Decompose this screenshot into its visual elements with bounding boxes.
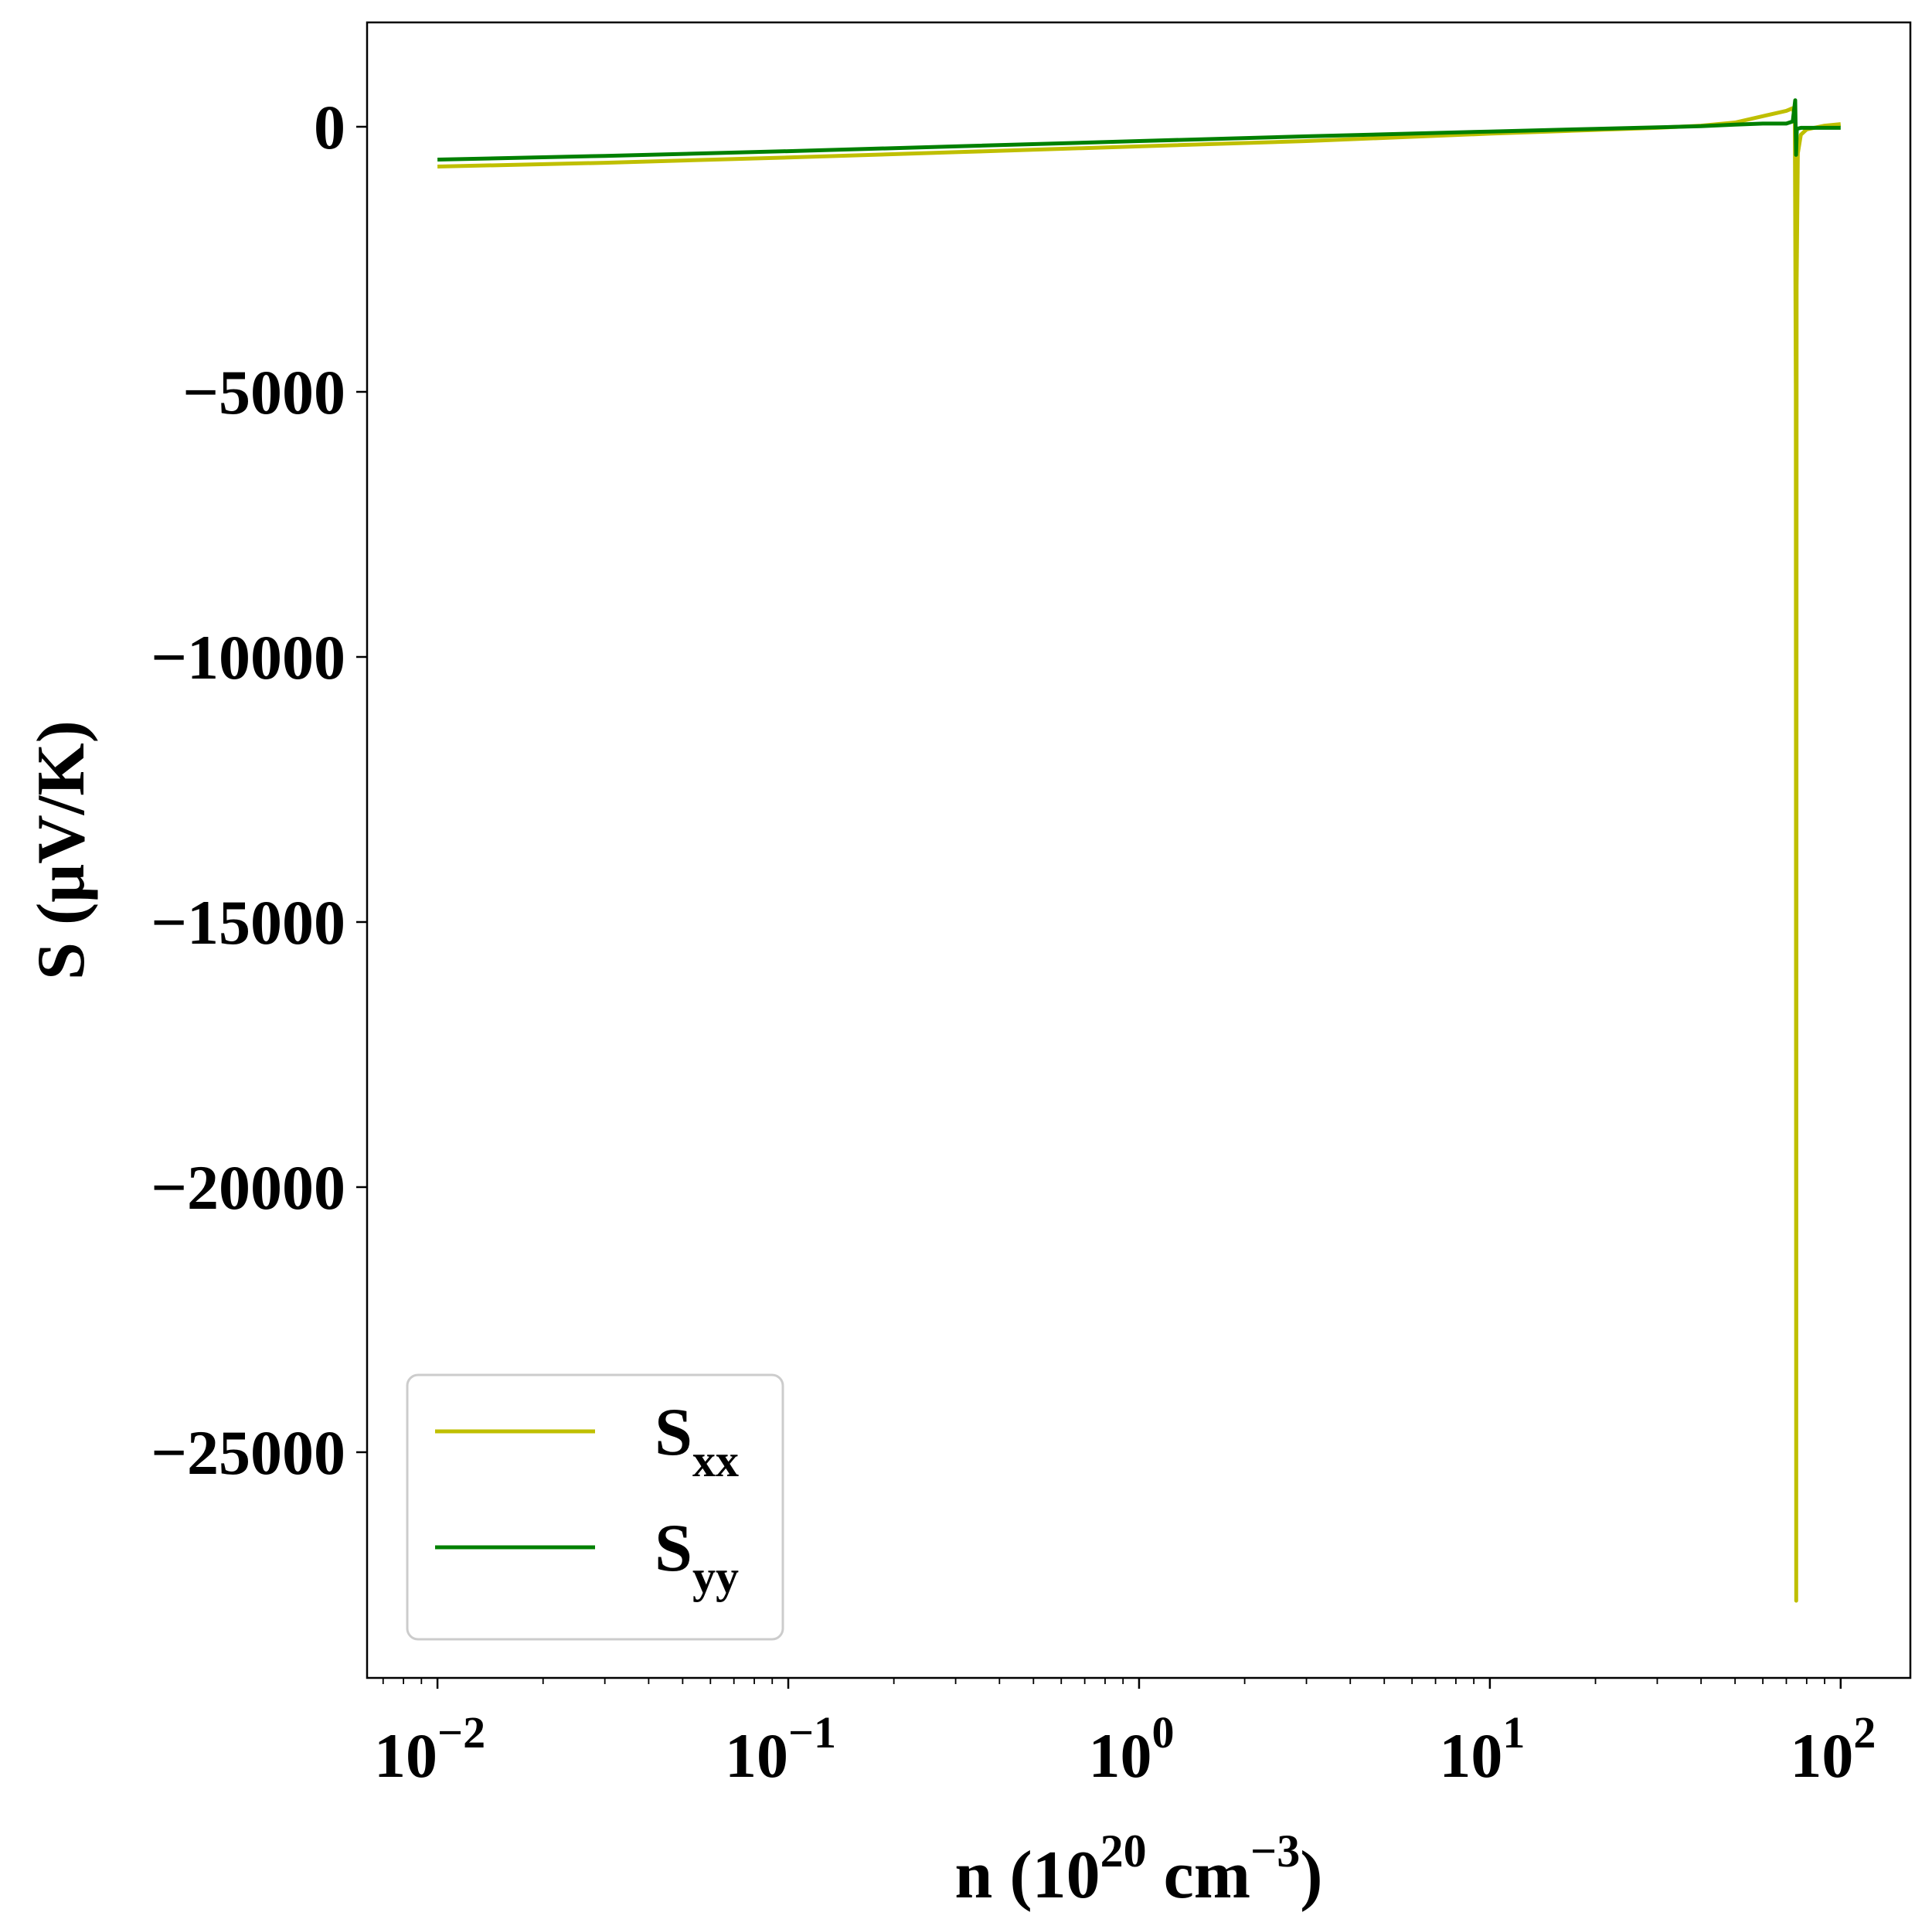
x-tick-label: 10−1 (725, 1707, 836, 1791)
legend: Sxx Syy (406, 1373, 784, 1641)
y-tick-label: −5000 (182, 357, 345, 427)
y-tick-label: 0 (314, 92, 345, 162)
x-tick-label: 100 (1088, 1707, 1174, 1791)
y-tick-label: −15000 (151, 887, 345, 958)
plot-area: 0 −5000 −10000 −15000 −20000 −25000 10−2 10−1 10… (24, 21, 1912, 1913)
x-tick-label: 10−2 (374, 1707, 485, 1791)
y-tick-label: −10000 (151, 622, 345, 692)
x-tick-label: 101 (1439, 1707, 1525, 1791)
series-line-Syy (437, 98, 1841, 162)
x-tick-label: 102 (1790, 1707, 1876, 1791)
legend-label-yy: Syy (655, 1511, 739, 1602)
y-tick-label: −25000 (151, 1417, 345, 1488)
series-line-Sxx (437, 106, 1842, 1603)
y-tick-label: −20000 (151, 1152, 345, 1223)
x-axis-label: n (1020 cm−3) (954, 1826, 1322, 1913)
y-axis-label: S (μV/K) (24, 720, 99, 980)
legend-label-xx: Sxx (655, 1395, 739, 1486)
legend-box (406, 1373, 784, 1641)
